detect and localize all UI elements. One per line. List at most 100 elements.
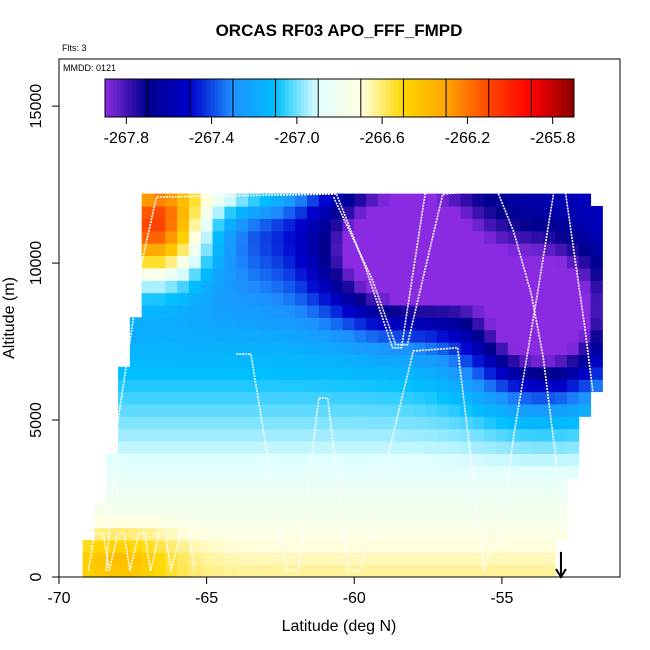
heatmap-cell xyxy=(519,403,533,417)
heatmap-cell xyxy=(295,564,308,578)
heatmap-cell xyxy=(330,243,344,257)
heatmap-cell xyxy=(200,428,214,442)
heatmap-cell xyxy=(165,243,178,257)
heatmap-cell xyxy=(543,193,556,207)
heatmap-cell xyxy=(307,329,320,343)
heatmap-cell xyxy=(247,478,261,492)
heatmap-cell xyxy=(377,342,391,355)
heatmap-cell xyxy=(330,403,344,417)
heatmap-cell xyxy=(295,379,308,393)
heatmap-cell xyxy=(259,391,273,405)
heatmap-cell xyxy=(389,440,403,454)
heatmap-cell xyxy=(342,243,355,257)
heatmap-cell xyxy=(188,243,202,257)
heatmap-cell xyxy=(555,267,568,281)
heatmap-cell xyxy=(295,515,308,529)
heatmap-cell xyxy=(377,440,391,454)
heatmap-cell xyxy=(448,527,462,541)
heatmap-cell xyxy=(330,539,344,553)
heatmap-cell xyxy=(413,218,426,232)
heatmap-cell xyxy=(543,391,556,405)
heatmap-cell xyxy=(354,218,367,232)
heatmap-cell xyxy=(177,280,190,294)
heatmap-cell xyxy=(578,193,592,207)
heatmap-cell xyxy=(82,539,96,553)
heatmap-cell xyxy=(495,255,509,269)
heatmap-cell xyxy=(330,391,344,405)
heatmap-cell xyxy=(590,292,603,306)
heatmap-cell xyxy=(460,379,473,393)
heatmap-cell xyxy=(366,564,379,578)
heatmap-cell xyxy=(519,304,533,318)
heatmap-cell xyxy=(531,218,544,232)
heatmap-cell xyxy=(212,379,225,393)
heatmap-cell xyxy=(531,552,544,566)
heatmap-cell xyxy=(141,205,155,219)
heatmap-cell xyxy=(413,515,426,529)
heatmap-cell xyxy=(307,317,320,331)
heatmap-cell xyxy=(153,267,166,281)
colorbar-swatch xyxy=(566,79,571,117)
heatmap-cell xyxy=(389,354,403,368)
heatmap-cell xyxy=(141,255,155,269)
colorbar-swatch xyxy=(499,79,505,117)
heatmap-cell xyxy=(188,465,202,479)
heatmap-cell xyxy=(247,465,261,479)
colorbar-swatch xyxy=(155,79,161,117)
heatmap-cell xyxy=(318,354,332,368)
heatmap-cell xyxy=(531,490,544,504)
heatmap-cell xyxy=(141,280,155,294)
heatmap-cell xyxy=(401,539,414,553)
heatmap-cell xyxy=(590,280,603,294)
heatmap-cell xyxy=(129,428,143,442)
heatmap-cell xyxy=(259,490,273,504)
heatmap-cell xyxy=(307,342,320,355)
heatmap-cell xyxy=(129,342,143,355)
heatmap-cell xyxy=(342,416,355,430)
heatmap-cell xyxy=(212,502,225,516)
heatmap-cell xyxy=(495,403,509,417)
heatmap-cell xyxy=(366,453,379,467)
heatmap-cell xyxy=(484,428,497,442)
heatmap-cell xyxy=(236,354,249,368)
heatmap-cell xyxy=(236,502,249,516)
heatmap-cell xyxy=(484,478,497,492)
heatmap-cell xyxy=(578,379,592,393)
heatmap-cell xyxy=(118,379,131,393)
heatmap-cell xyxy=(543,490,556,504)
heatmap-cell xyxy=(555,428,568,442)
heatmap-cell xyxy=(389,255,403,269)
heatmap-cell xyxy=(200,304,214,318)
heatmap-cell xyxy=(271,317,284,331)
heatmap-cell xyxy=(165,552,178,566)
heatmap-cell xyxy=(295,205,308,219)
heatmap-cell xyxy=(555,193,568,207)
heatmap-cell xyxy=(507,403,521,417)
heatmap-cell xyxy=(519,552,533,566)
heatmap-cell xyxy=(188,478,202,492)
heatmap-cell xyxy=(188,354,202,368)
heatmap-cell xyxy=(259,317,273,331)
heatmap-cell xyxy=(224,205,237,219)
heatmap-cell xyxy=(495,440,509,454)
heatmap-cell xyxy=(472,465,485,479)
heatmap-cell xyxy=(330,428,344,442)
heatmap-cell xyxy=(389,539,403,553)
heatmap-cell xyxy=(366,552,379,566)
heatmap-cell xyxy=(283,366,296,380)
heatmap-cell xyxy=(555,230,568,244)
colorbar-swatch xyxy=(237,79,243,117)
heatmap-cell xyxy=(448,478,462,492)
heatmap-cell xyxy=(295,329,308,343)
heatmap-cell xyxy=(472,416,485,430)
heatmap-cell xyxy=(555,440,568,454)
heatmap-cell xyxy=(436,267,450,281)
heatmap-cell xyxy=(519,428,533,442)
y-tick-label: 10000 xyxy=(28,241,45,286)
colorbar-swatch xyxy=(128,79,133,117)
heatmap-cell xyxy=(389,515,403,529)
heatmap-cell xyxy=(295,391,308,405)
heatmap-cell xyxy=(436,453,450,467)
heatmap-cell xyxy=(555,403,568,417)
heatmap-cell xyxy=(543,539,556,553)
